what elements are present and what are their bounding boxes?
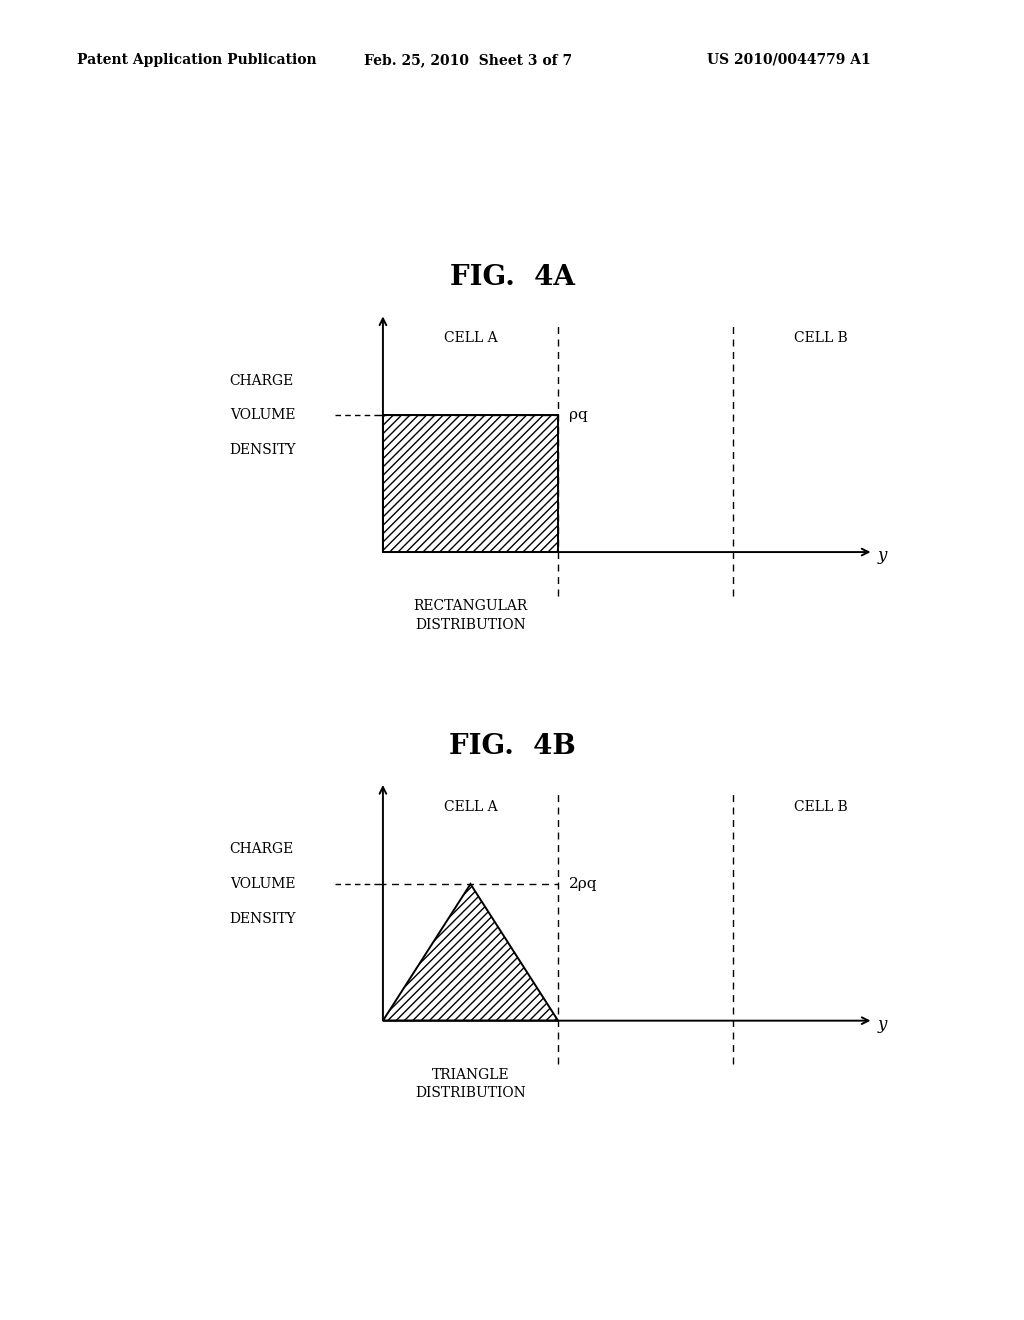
- Text: FIG.  4B: FIG. 4B: [449, 733, 575, 759]
- Text: DENSITY: DENSITY: [229, 444, 296, 457]
- Polygon shape: [383, 416, 558, 552]
- Text: CELL B: CELL B: [794, 331, 848, 346]
- Text: DENSITY: DENSITY: [229, 912, 296, 925]
- Text: VOLUME: VOLUME: [229, 876, 295, 891]
- Text: CHARGE: CHARGE: [229, 842, 294, 857]
- Text: CELL A: CELL A: [443, 331, 498, 346]
- Text: ρq: ρq: [568, 408, 588, 422]
- Text: Feb. 25, 2010  Sheet 3 of 7: Feb. 25, 2010 Sheet 3 of 7: [364, 53, 571, 67]
- Text: VOLUME: VOLUME: [229, 408, 295, 422]
- Text: y: y: [878, 1016, 887, 1032]
- Text: FIG.  4A: FIG. 4A: [450, 264, 574, 290]
- Polygon shape: [383, 884, 558, 1020]
- Text: CHARGE: CHARGE: [229, 374, 294, 388]
- Text: Patent Application Publication: Patent Application Publication: [77, 53, 316, 67]
- Text: US 2010/0044779 A1: US 2010/0044779 A1: [707, 53, 870, 67]
- Text: y: y: [878, 548, 887, 564]
- Text: RECTANGULAR
DISTRIBUTION: RECTANGULAR DISTRIBUTION: [414, 599, 527, 632]
- Text: TRIANGLE
DISTRIBUTION: TRIANGLE DISTRIBUTION: [415, 1068, 526, 1101]
- Text: 2ρq: 2ρq: [568, 876, 597, 891]
- Text: CELL A: CELL A: [443, 800, 498, 814]
- Text: CELL B: CELL B: [794, 800, 848, 814]
